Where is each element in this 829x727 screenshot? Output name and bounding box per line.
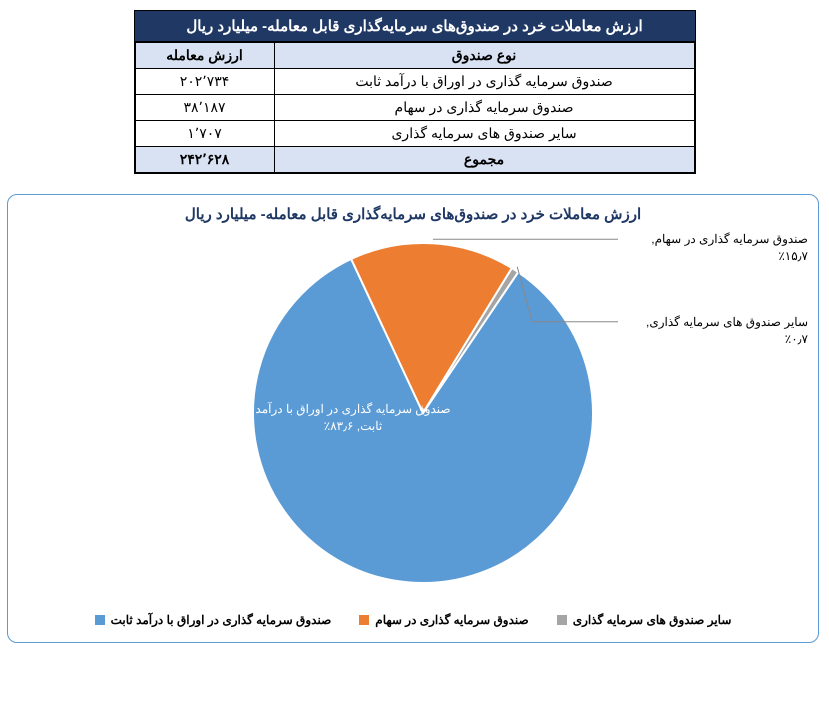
- legend-label: سایر صندوق های سرمایه گذاری: [573, 613, 732, 627]
- slice-label-other: سایر صندوق های سرمایه گذاری, ۰٫۷٪: [623, 314, 808, 348]
- legend-swatch: [359, 615, 369, 625]
- legend-item: سایر صندوق های سرمایه گذاری: [557, 613, 732, 627]
- pie-chart-box: ارزش معاملات خرد در صندوق‌های سرمایه‌گذا…: [7, 194, 819, 643]
- col-trade-value: ارزش معامله: [135, 43, 274, 69]
- legend-swatch: [95, 615, 105, 625]
- legend-label: صندوق سرمایه گذاری در اوراق با درآمد ثاب…: [111, 613, 332, 627]
- cell-fund-type: سایر صندوق های سرمایه گذاری: [274, 121, 694, 147]
- table-total-row: مجموع ۲۴۲٬۶۲۸: [135, 147, 694, 173]
- chart-title: ارزش معاملات خرد در صندوق‌های سرمایه‌گذا…: [18, 205, 808, 223]
- legend-item: صندوق سرمایه گذاری در اوراق با درآمد ثاب…: [95, 613, 332, 627]
- table-row: صندوق سرمایه گذاری در سهام ۳۸٬۱۸۷: [135, 95, 694, 121]
- pie-area: صندوق سرمایه گذاری در اوراق با درآمد ثاب…: [38, 233, 808, 603]
- cell-fund-type: صندوق سرمایه گذاری در اوراق با درآمد ثاب…: [274, 69, 694, 95]
- chart-legend: صندوق سرمایه گذاری در اوراق با درآمد ثاب…: [18, 613, 808, 627]
- data-table: نوع صندوق ارزش معامله صندوق سرمایه گذاری…: [135, 42, 695, 173]
- cell-value: ۱٬۷۰۷: [135, 121, 274, 147]
- cell-fund-type: صندوق سرمایه گذاری در سهام: [274, 95, 694, 121]
- cell-value: ۲۰۲٬۷۳۴: [135, 69, 274, 95]
- table-row: صندوق سرمایه گذاری در اوراق با درآمد ثاب…: [135, 69, 694, 95]
- legend-label: صندوق سرمایه گذاری در سهام: [375, 613, 528, 627]
- cell-value: ۳۸٬۱۸۷: [135, 95, 274, 121]
- col-fund-type: نوع صندوق: [274, 43, 694, 69]
- cell-total-label: مجموع: [274, 147, 694, 173]
- table-title: ارزش معاملات خرد در صندوق‌های سرمایه‌گذا…: [135, 11, 695, 42]
- legend-item: صندوق سرمایه گذاری در سهام: [359, 613, 528, 627]
- slice-label-equity: صندوق سرمایه گذاری در سهام, ۱۵٫۷٪: [623, 231, 808, 265]
- legend-swatch: [557, 615, 567, 625]
- slice-label-fixed-income: صندوق سرمایه گذاری در اوراق با درآمد ثاب…: [243, 401, 463, 435]
- cell-total-value: ۲۴۲٬۶۲۸: [135, 147, 274, 173]
- table-row: سایر صندوق های سرمایه گذاری ۱٬۷۰۷: [135, 121, 694, 147]
- trade-value-table: ارزش معاملات خرد در صندوق‌های سرمایه‌گذا…: [134, 10, 696, 174]
